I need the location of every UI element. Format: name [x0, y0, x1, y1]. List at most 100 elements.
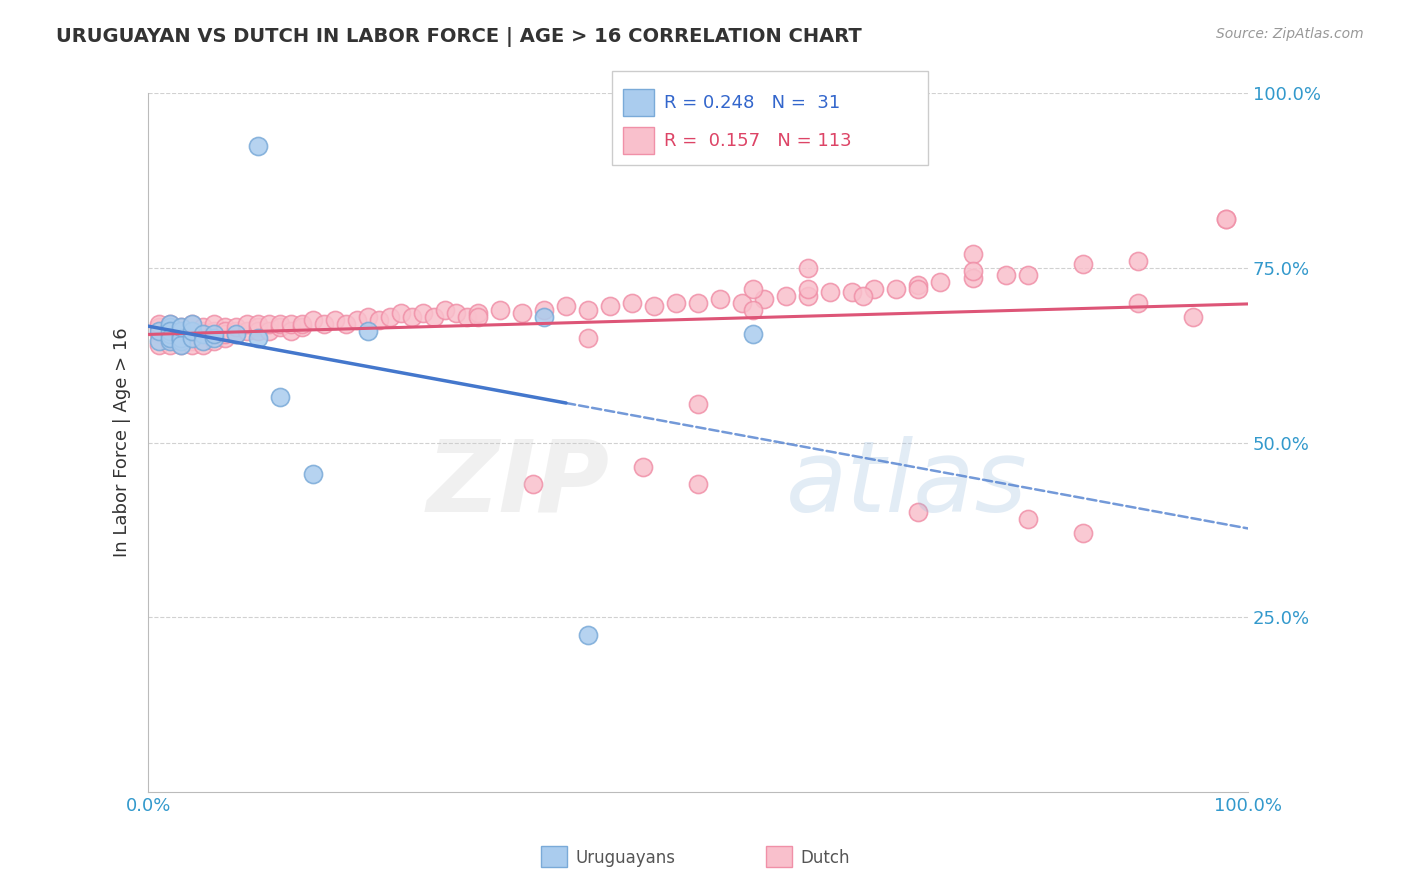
Point — [170, 334, 193, 349]
Point — [291, 317, 314, 331]
Point — [181, 324, 204, 338]
Point — [444, 306, 467, 320]
Point — [247, 138, 270, 153]
Point — [159, 317, 181, 331]
Point — [709, 293, 731, 307]
Text: R =  0.157   N = 113: R = 0.157 N = 113 — [664, 132, 851, 150]
Point — [159, 331, 181, 345]
Point — [522, 477, 544, 491]
Point — [181, 331, 204, 345]
Point — [225, 324, 247, 338]
Point — [191, 338, 214, 352]
Point — [1017, 512, 1039, 526]
Point — [159, 334, 181, 349]
Point — [467, 306, 489, 320]
Point — [159, 327, 181, 342]
Point — [312, 317, 335, 331]
Point — [247, 320, 270, 334]
Point — [191, 327, 214, 342]
Text: URUGUAYAN VS DUTCH IN LABOR FORCE | AGE > 16 CORRELATION CHART: URUGUAYAN VS DUTCH IN LABOR FORCE | AGE … — [56, 27, 862, 46]
Point — [170, 324, 193, 338]
Point — [620, 296, 643, 310]
Point — [907, 282, 929, 296]
Point — [159, 317, 181, 331]
Point — [1126, 254, 1149, 268]
Point — [247, 317, 270, 331]
Point — [159, 324, 181, 338]
Point — [170, 331, 193, 345]
Point — [742, 282, 765, 296]
Point — [797, 260, 820, 275]
Point — [170, 331, 193, 345]
Point — [214, 324, 236, 338]
Point — [236, 324, 259, 338]
Point — [1071, 257, 1094, 271]
Point — [236, 317, 259, 331]
Point — [302, 313, 325, 327]
Point — [202, 334, 225, 349]
Text: Source: ZipAtlas.com: Source: ZipAtlas.com — [1216, 27, 1364, 41]
Point — [170, 338, 193, 352]
Point — [148, 334, 170, 349]
Point — [280, 324, 302, 338]
Point — [170, 324, 193, 338]
Point — [797, 282, 820, 296]
Point — [907, 278, 929, 293]
Point — [159, 320, 181, 334]
Point — [323, 313, 346, 327]
Point — [170, 320, 193, 334]
Point — [202, 324, 225, 338]
Point — [159, 320, 181, 334]
Point — [225, 327, 247, 342]
Point — [257, 317, 280, 331]
Point — [401, 310, 423, 324]
Point — [148, 320, 170, 334]
Point — [357, 310, 380, 324]
Point — [280, 317, 302, 331]
Point — [170, 327, 193, 342]
Point — [181, 327, 204, 342]
Point — [1071, 526, 1094, 541]
Point — [202, 317, 225, 331]
Point — [148, 327, 170, 342]
Point — [368, 313, 391, 327]
Point — [962, 247, 984, 261]
Point — [797, 289, 820, 303]
Point — [170, 320, 193, 334]
Point — [686, 397, 709, 411]
Point — [434, 302, 457, 317]
Point — [994, 268, 1017, 282]
Point — [533, 302, 555, 317]
Point — [170, 331, 193, 345]
Point — [202, 331, 225, 345]
Point — [467, 310, 489, 324]
Y-axis label: In Labor Force | Age > 16: In Labor Force | Age > 16 — [114, 327, 131, 558]
Point — [1215, 212, 1237, 227]
Text: Uruguayans: Uruguayans — [575, 849, 675, 867]
Point — [214, 331, 236, 345]
Point — [269, 390, 291, 404]
Point — [225, 327, 247, 342]
Point — [214, 320, 236, 334]
Point — [181, 324, 204, 338]
Point — [148, 338, 170, 352]
Point — [489, 302, 512, 317]
Point — [962, 271, 984, 285]
Point — [181, 317, 204, 331]
Point — [148, 324, 170, 338]
Point — [818, 285, 841, 300]
Point — [599, 299, 621, 313]
Point — [576, 331, 599, 345]
Point — [884, 282, 907, 296]
Point — [257, 324, 280, 338]
Point — [742, 327, 765, 342]
Point — [181, 334, 204, 349]
Point — [357, 324, 380, 338]
Point — [752, 293, 775, 307]
Point — [928, 275, 950, 289]
Point — [148, 317, 170, 331]
Text: atlas: atlas — [786, 436, 1028, 533]
Point — [291, 320, 314, 334]
Point — [269, 317, 291, 331]
Point — [423, 310, 446, 324]
